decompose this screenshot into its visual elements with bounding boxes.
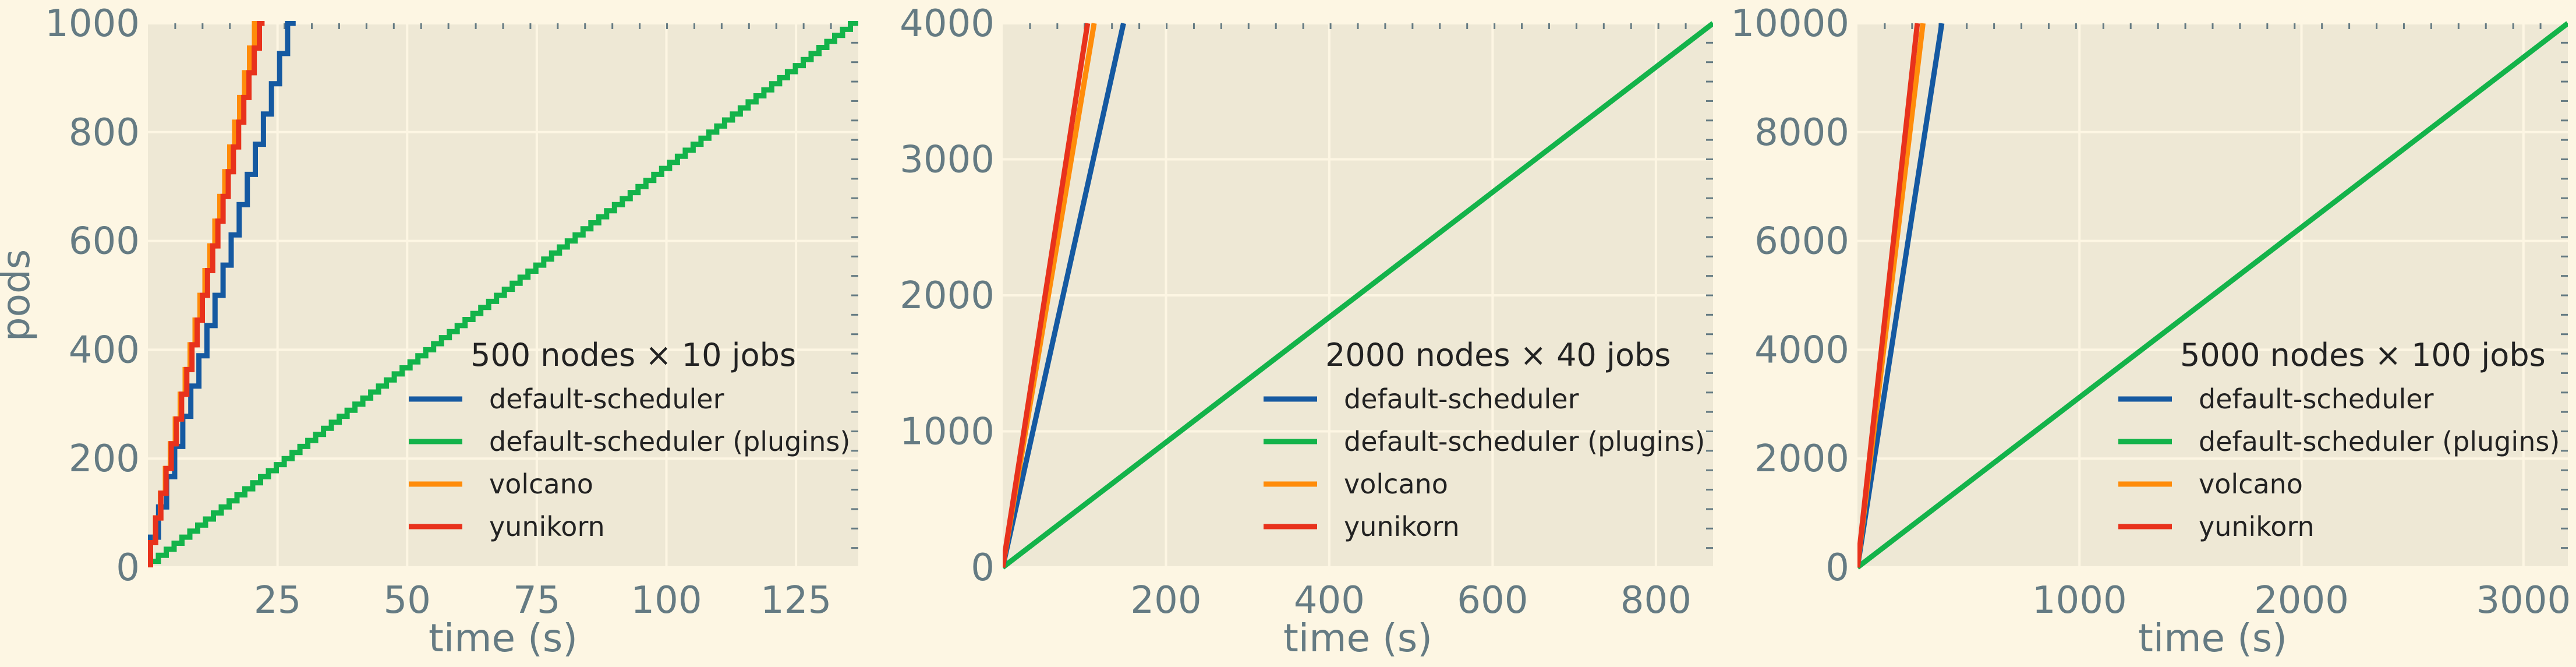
series-line-yunikorn bbox=[1857, 23, 1920, 568]
y-tick-label: 4000 bbox=[900, 2, 995, 45]
panel-2: 0 1000 2000 3000 4000 200 400 600 800 time (s) 200… bbox=[900, 2, 1713, 661]
y-tick-label: 0 bbox=[971, 546, 995, 590]
y-axis-label: pods bbox=[0, 249, 38, 342]
x-axis-label: time (s) bbox=[429, 616, 578, 661]
y-tick-label: 0 bbox=[116, 546, 140, 590]
legend-title: 5000 nodes × 100 jobs bbox=[2180, 337, 2546, 373]
x-tick-label: 125 bbox=[760, 579, 831, 622]
legend-entry-label: yunikorn bbox=[1344, 511, 1460, 542]
y-tick-label: 8000 bbox=[1754, 111, 1849, 154]
legend-entry-label: default-scheduler (plugins) bbox=[1344, 426, 1705, 457]
y-tick-label: 3000 bbox=[900, 139, 995, 182]
legend: 2000 nodes × 40 jobs default-scheduler def… bbox=[1264, 337, 1705, 542]
legend-title: 500 nodes × 10 jobs bbox=[470, 337, 796, 373]
legend-entry-label: volcano bbox=[489, 468, 593, 500]
legend-entry-label: default-scheduler bbox=[1344, 383, 1579, 415]
x-tick-label: 2000 bbox=[2254, 579, 2349, 622]
y-tick-label: 4000 bbox=[1754, 329, 1849, 372]
x-tick-label: 1000 bbox=[2032, 579, 2127, 622]
legend-entry-label: default-scheduler bbox=[489, 383, 724, 415]
series-line-default-scheduler bbox=[1857, 23, 1945, 568]
y-tick-label: 1000 bbox=[900, 411, 995, 454]
y-tick-label: 600 bbox=[69, 220, 140, 263]
legend-entry-label: default-scheduler (plugins) bbox=[489, 426, 850, 457]
y-tick-label: 0 bbox=[1825, 546, 1849, 590]
legend-entry-label: volcano bbox=[1344, 468, 1448, 500]
x-tick-label: 50 bbox=[384, 579, 431, 622]
x-tick-label: 800 bbox=[1620, 579, 1692, 622]
series-line-default-scheduler bbox=[148, 21, 296, 567]
series-group bbox=[1003, 21, 1713, 570]
x-tick-label: 3000 bbox=[2476, 579, 2571, 622]
legend: 5000 nodes × 100 jobs default-scheduler de… bbox=[2118, 337, 2560, 542]
y-tick-label: 800 bbox=[69, 111, 140, 154]
legend-entry-label: volcano bbox=[2199, 468, 2303, 500]
x-tick-label: 75 bbox=[513, 579, 560, 622]
x-tick-label: 25 bbox=[254, 579, 301, 622]
x-axis-label: time (s) bbox=[2138, 616, 2287, 661]
legend-title: 2000 nodes × 40 jobs bbox=[1325, 337, 1671, 373]
y-tick-label: 6000 bbox=[1754, 220, 1849, 263]
legend-entry-label: yunikorn bbox=[489, 511, 605, 542]
x-axis-label: time (s) bbox=[1283, 616, 1432, 661]
x-tick-label: 600 bbox=[1457, 579, 1528, 622]
legend-entry-label: default-scheduler (plugins) bbox=[2199, 426, 2560, 457]
series-line-default-scheduler-plugins bbox=[1857, 21, 2568, 570]
x-tick-label: 200 bbox=[1130, 579, 1201, 622]
series-line-default-scheduler-plugins bbox=[1003, 21, 1713, 570]
y-tick-label: 2000 bbox=[1754, 437, 1849, 481]
series-line-default-scheduler-plugins bbox=[148, 21, 858, 567]
series-line-default-scheduler bbox=[1003, 23, 1126, 568]
series-line-yunikorn bbox=[148, 21, 265, 567]
x-tick-label: 400 bbox=[1294, 579, 1365, 622]
legend-entry-label: default-scheduler bbox=[2199, 383, 2434, 415]
x-tick-label: 100 bbox=[631, 579, 702, 622]
y-tick-label: 2000 bbox=[900, 274, 995, 317]
y-tick-label: 200 bbox=[69, 437, 140, 481]
series-line-yunikorn bbox=[1003, 23, 1091, 568]
legend: 500 nodes × 10 jobs default-scheduler defa… bbox=[409, 337, 850, 542]
panel-1: 0 200 400 600 800 1000 25 50 75 100 125 time (s) pod… bbox=[0, 2, 858, 661]
y-tick-label: 400 bbox=[69, 329, 140, 372]
legend-entry-label: yunikorn bbox=[2199, 511, 2315, 542]
series-group bbox=[1857, 21, 2568, 570]
series-group bbox=[148, 21, 858, 567]
y-tick-label: 1000 bbox=[45, 2, 140, 45]
y-tick-label: 10000 bbox=[1731, 2, 1849, 45]
panel-3: 0 2000 4000 6000 8000 10000 1000 2000 3000 time (… bbox=[1731, 2, 2571, 661]
